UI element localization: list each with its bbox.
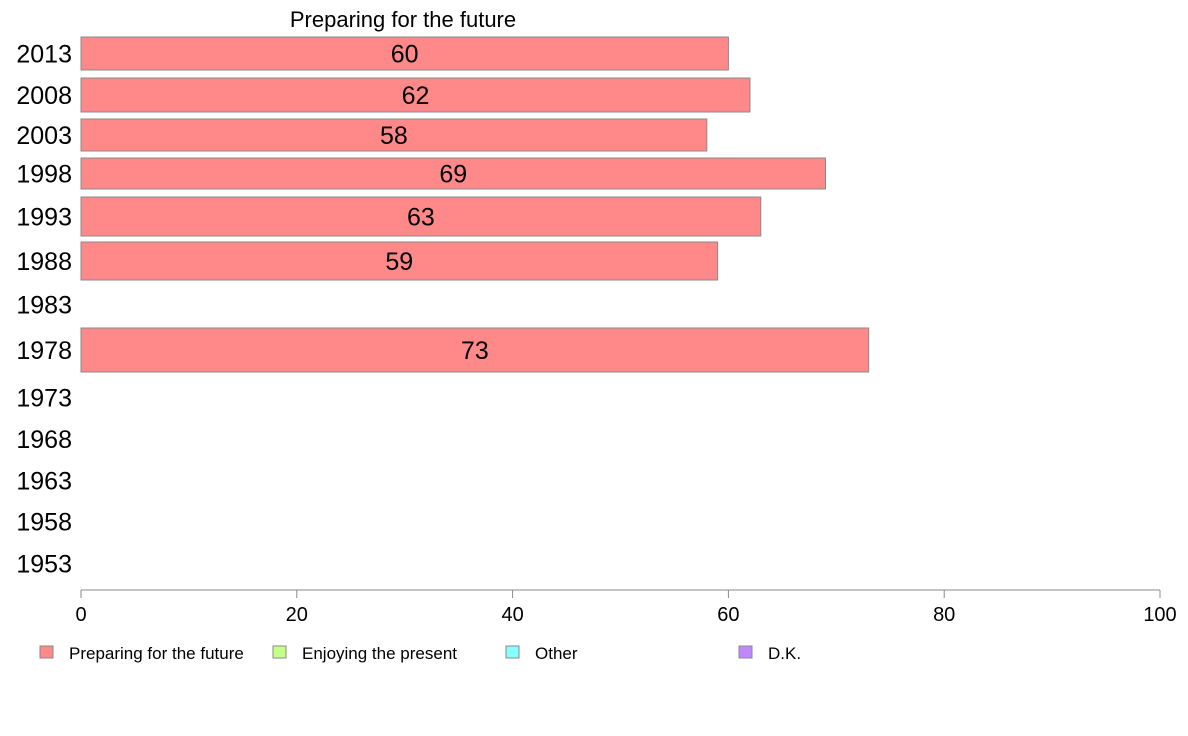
- y-tick-label: 1973: [16, 385, 72, 413]
- bar-value-label: 62: [402, 82, 430, 110]
- bar: [80, 118, 708, 152]
- y-tick-label: 1983: [16, 292, 72, 320]
- x-tick-label: 80: [933, 604, 955, 626]
- y-tick-label: 2008: [16, 82, 72, 110]
- legend-label: Enjoying the present: [302, 644, 457, 663]
- legend-swatch: [738, 645, 753, 659]
- y-tick-label: 1993: [16, 204, 72, 232]
- x-tick-label: 0: [75, 604, 86, 626]
- y-tick-label: 1963: [16, 468, 72, 496]
- legend-label: Other: [535, 644, 578, 663]
- bar: [80, 36, 729, 71]
- bar: [80, 196, 762, 237]
- bar-value-label: 63: [407, 204, 435, 232]
- y-tick-label: 1998: [16, 161, 72, 189]
- bar-value-label: 58: [380, 122, 408, 150]
- y-tick-label: 1988: [16, 248, 72, 276]
- bar: [80, 157, 827, 190]
- x-tick-label: 100: [1143, 604, 1176, 626]
- legend-swatch: [39, 645, 54, 659]
- legend-swatch: [272, 645, 287, 659]
- bar-value-label: 69: [439, 161, 467, 189]
- bar: [80, 327, 870, 373]
- y-tick-label: 1978: [16, 337, 72, 365]
- bar-value-label: 73: [461, 337, 489, 365]
- x-axis: 0 20 40 60 80 100: [75, 589, 1177, 626]
- bar: [80, 77, 751, 113]
- bar-value-label: 60: [391, 41, 419, 69]
- y-tick-label: 1968: [16, 426, 72, 454]
- y-axis-labels: 2013 2008 2003 1998 1993 1988 1983 1978 1973 1968…: [16, 41, 72, 579]
- bar-value-label: 59: [385, 248, 413, 276]
- y-tick-label: 2003: [16, 122, 72, 150]
- legend: Preparing for the future Enjoying the pre…: [39, 644, 801, 663]
- y-tick-label: 1953: [16, 551, 72, 579]
- x-tick-label: 40: [501, 604, 523, 626]
- legend-label: Preparing for the future: [69, 644, 244, 663]
- y-tick-label: 2013: [16, 41, 72, 69]
- x-tick-label: 60: [717, 604, 739, 626]
- bar: [80, 241, 719, 281]
- chart-title: Preparing for the future: [290, 7, 516, 32]
- legend-swatch: [505, 645, 520, 659]
- x-tick-label: 20: [286, 604, 308, 626]
- legend-label: D.K.: [768, 644, 801, 663]
- y-tick-label: 1958: [16, 509, 72, 537]
